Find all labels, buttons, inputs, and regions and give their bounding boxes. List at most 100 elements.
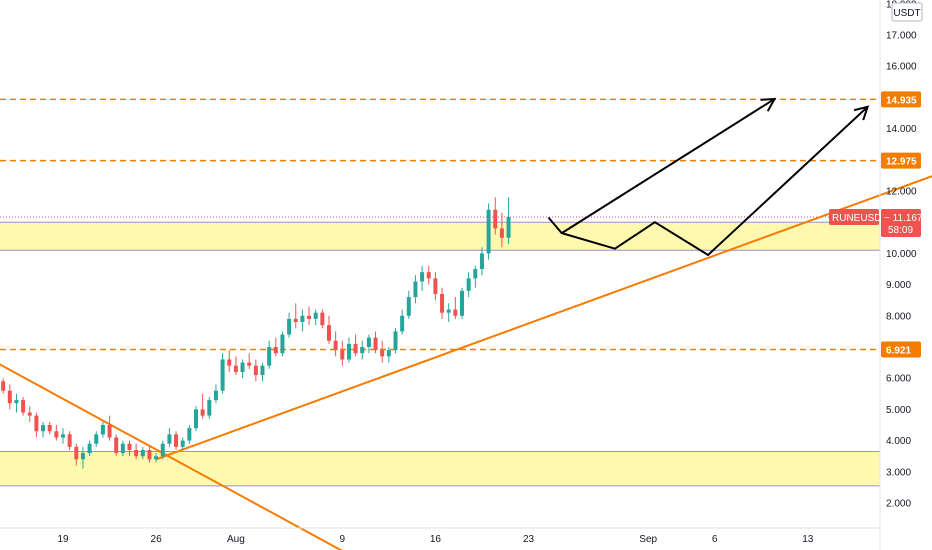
zone-1: [0, 451, 880, 486]
candle-body-27: [167, 434, 172, 444]
candle-body-48: [307, 315, 312, 319]
candle-body-45: [287, 318, 292, 335]
candle-body-16: [94, 434, 99, 444]
candle-body-42: [267, 347, 272, 366]
candle-body-10: [54, 431, 59, 438]
candle-body-22: [134, 449, 139, 457]
candlesticks: [1, 197, 511, 469]
candle-body-64: [413, 281, 418, 298]
candle-body-70: [453, 309, 458, 316]
candle-body-43: [273, 347, 278, 354]
time-tick-9: 9: [340, 534, 346, 545]
candle-body-18: [107, 425, 112, 438]
candle-body-20: [120, 443, 125, 454]
time-tick-Sep: Sep: [639, 534, 657, 545]
candle-body-72: [466, 278, 471, 291]
price-tick-6.000: 6.000: [886, 374, 911, 385]
candle-body-26: [160, 443, 165, 457]
candle-body-38: [240, 362, 245, 372]
level-badge-text-6.921: 6.921: [886, 345, 911, 356]
candle-body-4: [14, 400, 19, 404]
price-tick-3.000: 3.000: [886, 467, 911, 478]
time-tick-13: 13: [802, 534, 814, 545]
projection-zigzag: [547, 106, 869, 257]
candle-body-78: [506, 216, 511, 238]
price-axis[interactable]: 2.000 3.000 4.000 5.000 6.000 8.000 9.000 10.00…: [886, 0, 917, 510]
candle-body-77: [499, 228, 504, 238]
time-axis[interactable]: 19 26 Aug 9 16 23 Sep 6 13: [57, 534, 813, 545]
candle-body-49: [313, 312, 318, 319]
price-tick-16.000: 16.000: [886, 62, 917, 73]
candle-body-57: [366, 337, 371, 347]
candle-body-11: [61, 434, 65, 438]
time-tick-23: 23: [523, 534, 535, 545]
price-tick-5.000: 5.000: [886, 405, 911, 416]
candle-body-61: [393, 331, 398, 351]
candle-body-56: [360, 347, 365, 354]
candle-body-6: [27, 412, 32, 416]
plot-background: [0, 0, 880, 528]
price-tick-2.000: 2.000: [886, 499, 911, 510]
candle-body-3: [7, 390, 12, 404]
candle-body-51: [327, 325, 331, 341]
price-tick-17.000: 17.000: [886, 31, 917, 42]
level-badge-text-12.975: 12.975: [886, 157, 917, 168]
candle-body-68: [440, 293, 445, 313]
candle-body-8: [41, 425, 46, 432]
candle-body-5: [21, 400, 26, 413]
candle-body-58: [373, 337, 378, 351]
candle-body-29: [180, 440, 185, 447]
time-tick-19: 19: [57, 534, 69, 545]
candle-body-52: [333, 340, 338, 351]
candle-body-46: [293, 318, 298, 323]
level-badge-text-14.935: 14.935: [886, 95, 917, 106]
candle-body-2: [1, 381, 6, 391]
projection-arrow-1: [561, 98, 776, 234]
candle-body-39: [247, 362, 252, 366]
candle-body-60: [386, 350, 391, 357]
candle-body-71: [460, 290, 464, 316]
candle-body-33: [207, 400, 212, 416]
candle-body-31: [194, 409, 198, 429]
price-tick-4.000: 4.000: [886, 436, 911, 447]
time-tick-6: 6: [712, 534, 718, 545]
zone-0: [0, 222, 880, 251]
candle-body-75: [486, 209, 491, 254]
currency-badge[interactable]: USDT: [891, 2, 923, 22]
candle-body-40: [253, 365, 258, 376]
candle-body-34: [213, 390, 218, 401]
price-tick-14.000: 14.000: [886, 124, 917, 135]
candle-body-12: [67, 434, 72, 447]
candle-body-50: [320, 312, 325, 326]
candle-body-55: [353, 343, 358, 354]
candle-body-67: [433, 278, 438, 294]
candle-body-66: [426, 272, 431, 279]
candle-body-59: [380, 350, 385, 357]
candle-body-36: [227, 359, 232, 366]
candle-body-37: [233, 365, 238, 372]
symbol-badge-text: RUNEUSDT: [832, 213, 888, 224]
candle-body-30: [187, 428, 192, 441]
candle-body-24: [147, 449, 152, 460]
candle-body-44: [280, 334, 285, 354]
candle-body-32: [200, 409, 205, 416]
candle-body-63: [406, 297, 411, 316]
candle-body-23: [140, 449, 145, 457]
level-badge-6.921: [881, 341, 921, 358]
candle-body-76: [493, 209, 498, 229]
candle-body-53: [340, 350, 345, 360]
level-badge-12.975: [881, 152, 921, 169]
last-price-text: − 11.167: [884, 213, 923, 224]
candle-body-74: [479, 253, 484, 269]
currency-label: USDT: [893, 8, 920, 19]
candle-body-54: [346, 343, 351, 360]
candle-body-21: [127, 443, 132, 450]
price-tick-9.000: 9.000: [886, 280, 911, 291]
candle-body-15: [87, 443, 92, 454]
projection-drawing: [547, 97, 870, 257]
candle-body-28: [174, 434, 179, 447]
candle-body-19: [114, 437, 119, 454]
symbol-badge: [829, 208, 879, 225]
